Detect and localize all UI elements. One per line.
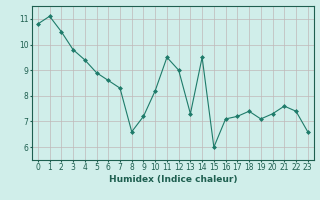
X-axis label: Humidex (Indice chaleur): Humidex (Indice chaleur): [108, 175, 237, 184]
